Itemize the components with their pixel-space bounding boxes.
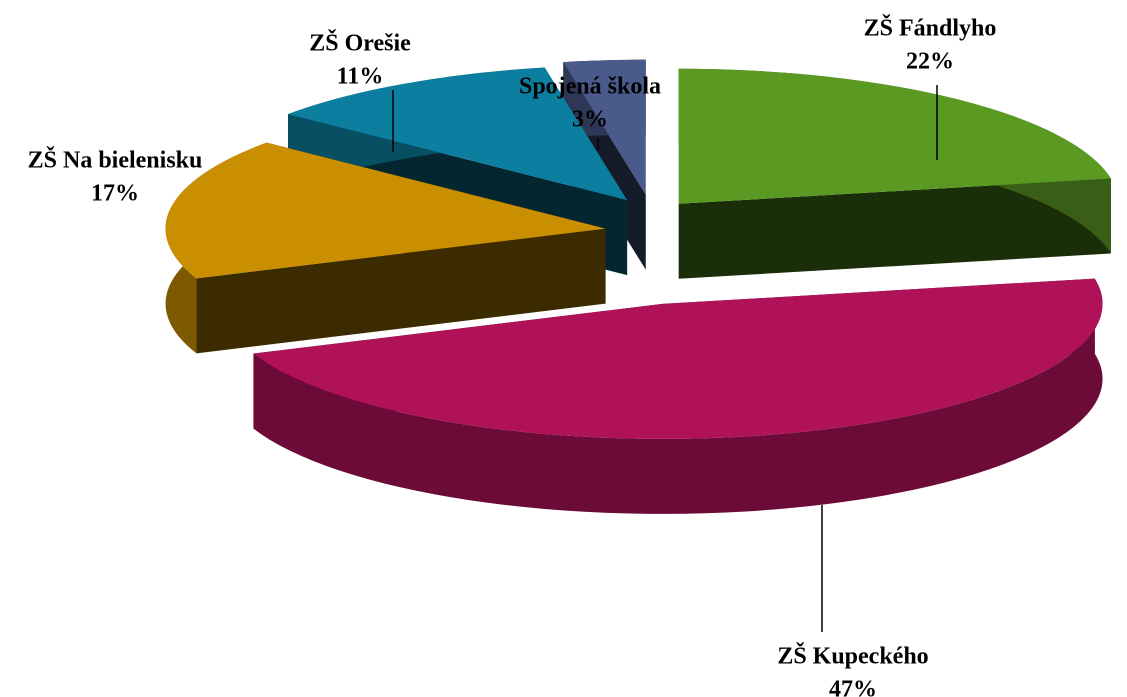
category-label: ZŠ Kupeckého <box>777 643 928 670</box>
value-label: 17% <box>91 181 139 207</box>
slice <box>165 142 606 354</box>
slice-wall <box>678 178 1111 279</box>
value-label: 11% <box>337 64 384 90</box>
category-label: ZŠ Orešie <box>309 30 411 57</box>
slice <box>253 278 1103 439</box>
slice <box>288 67 628 201</box>
category-label: ZŠ Fándlyho <box>864 15 997 42</box>
slice <box>678 68 1111 279</box>
slice <box>563 59 646 195</box>
slice <box>678 68 1111 204</box>
value-label: 3% <box>572 107 608 133</box>
value-label: 22% <box>906 49 954 75</box>
slice <box>165 142 606 279</box>
category-label: ZŠ Na bielenisku <box>28 147 203 174</box>
category-label: Spojená škola <box>519 74 661 100</box>
value-label: 47% <box>829 677 877 697</box>
slice <box>253 278 1103 514</box>
slice-side <box>253 278 1103 514</box>
